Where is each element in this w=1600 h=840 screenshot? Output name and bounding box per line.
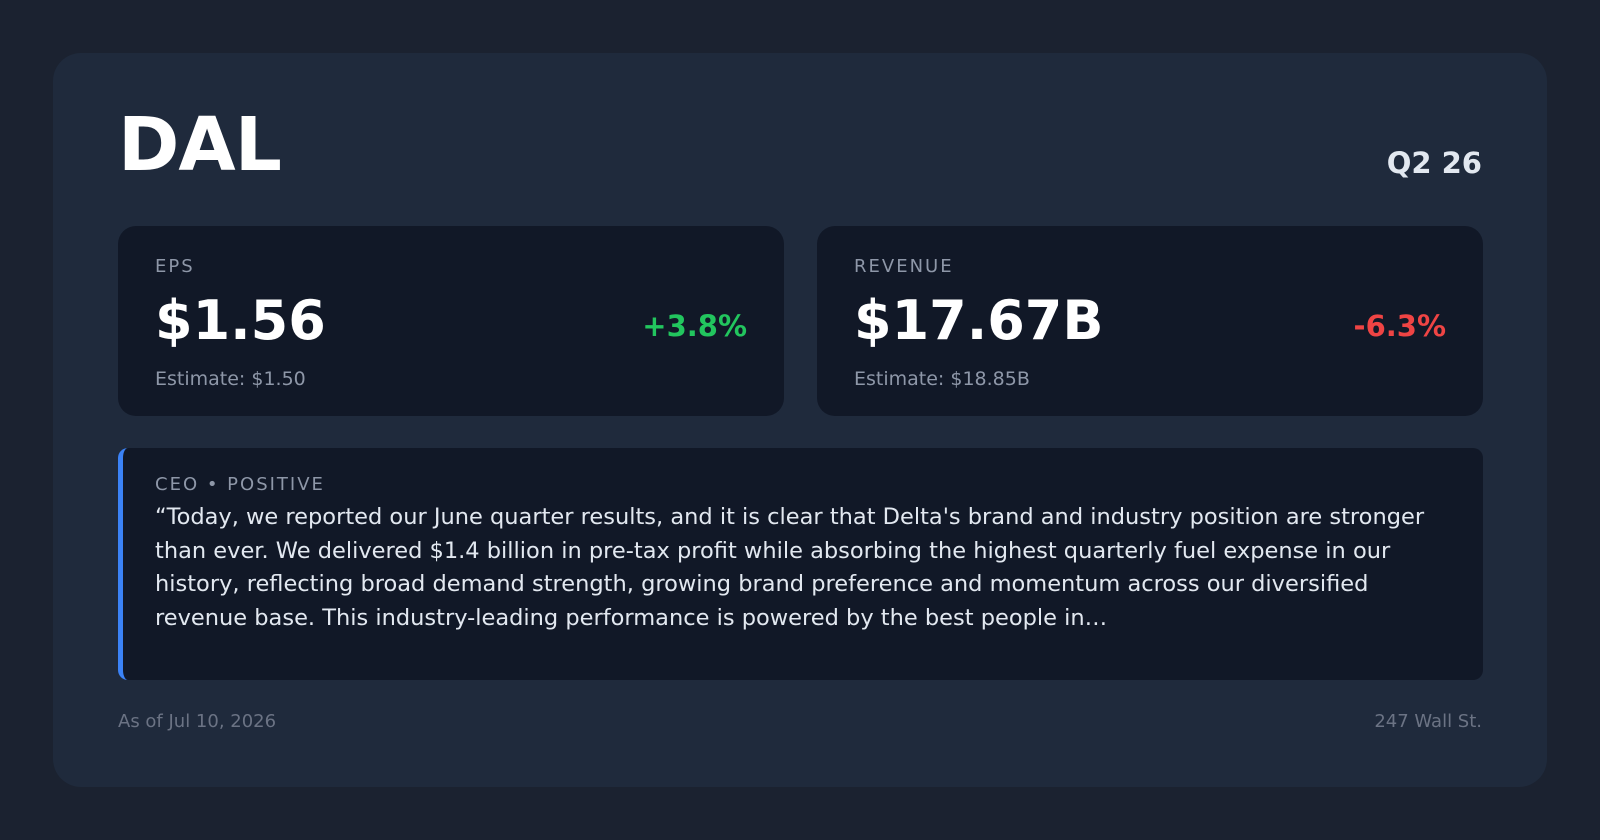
revenue-value: $17.67B <box>854 289 1104 352</box>
as-of-date: As of Jul 10, 2026 <box>118 711 277 732</box>
revenue-label: REVENUE <box>854 256 954 277</box>
ceo-quote-panel: CEO • POSITIVE “Today, we reported our J… <box>118 448 1483 680</box>
revenue-panel: REVENUE $17.67B -6.3% Estimate: $18.85B <box>817 226 1483 416</box>
fiscal-period: Q2 26 <box>1386 146 1482 180</box>
earnings-card: DAL Q2 26 EPS $1.56 +3.8% Estimate: $1.5… <box>53 53 1547 787</box>
revenue-change: -6.3% <box>1353 309 1446 343</box>
quote-text: “Today, we reported our June quarter res… <box>155 504 1425 631</box>
eps-panel: EPS $1.56 +3.8% Estimate: $1.50 <box>118 226 784 416</box>
revenue-estimate: Estimate: $18.85B <box>854 368 1030 390</box>
eps-estimate: Estimate: $1.50 <box>155 368 306 390</box>
eps-label: EPS <box>155 256 195 277</box>
eps-change: +3.8% <box>642 309 747 343</box>
eps-value: $1.56 <box>155 289 326 352</box>
source-credit: 247 Wall St. <box>1374 711 1482 732</box>
quote-label: CEO • POSITIVE <box>155 474 325 495</box>
ticker-symbol: DAL <box>118 102 282 188</box>
